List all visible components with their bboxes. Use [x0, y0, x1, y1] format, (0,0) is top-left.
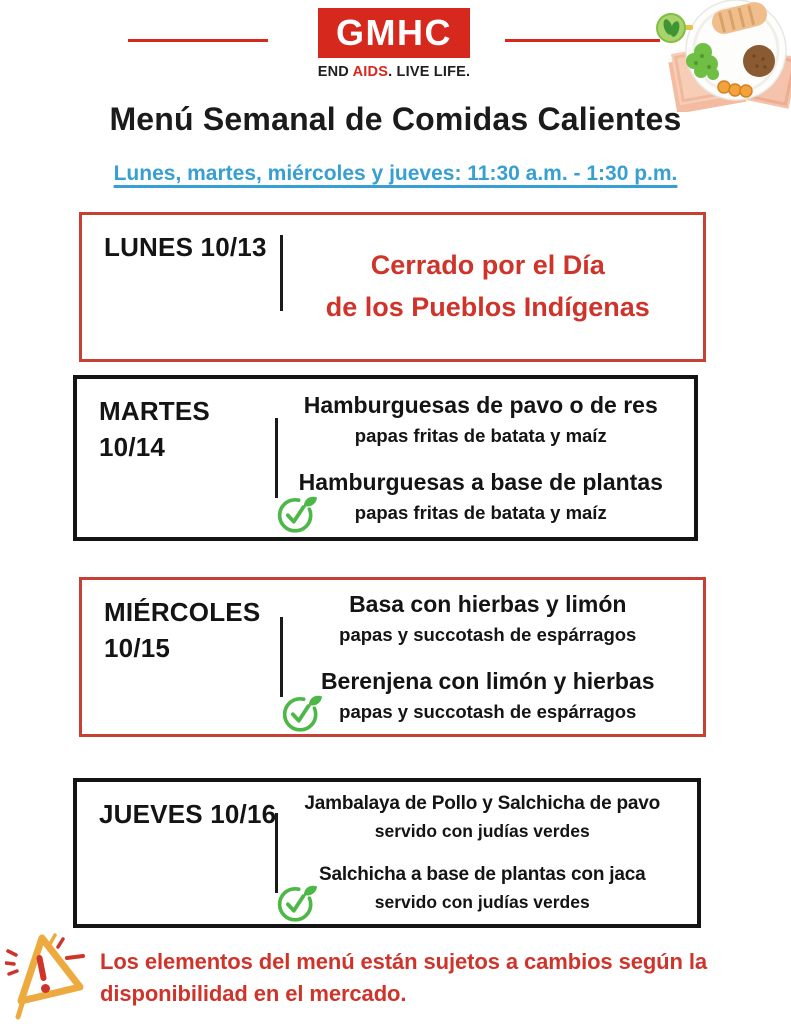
dish-side: papas fritas de batata y maíz	[354, 501, 607, 523]
day-label-line1: JUEVES 10/16	[99, 799, 277, 829]
day-content-miercoles: Basa con hierbas y limón papas y succota…	[282, 588, 694, 732]
dish-name: Basa con hierbas y limón	[349, 591, 627, 618]
dish-side: servido con judías verdes	[374, 821, 590, 841]
plant-based-check-icon	[281, 692, 323, 733]
day-content-martes: Hamburguesas de pavo o de res papas frit…	[277, 387, 685, 533]
dish-name: Hamburguesas de pavo o de res	[303, 392, 658, 419]
dish-plant-based: Salchicha a base de plantas con jaca ser…	[277, 862, 684, 922]
dish-side: papas fritas de batata y maíz	[354, 425, 607, 446]
schedule-line: Lunes, martes, miércoles y jueves: 11:30…	[113, 162, 678, 185]
day-box-miercoles: MIÉRCOLES 10/15 Basa con hierbas y limón…	[79, 577, 706, 737]
plant-based-check-icon	[276, 882, 318, 923]
carrot-slices	[717, 80, 753, 98]
dish-plant-based: Berenjena con limón y hierbas papas y su…	[282, 666, 690, 732]
day-label-jueves: JUEVES 10/16	[99, 790, 277, 916]
dish-regular: Basa con hierbas y limón papas y succota…	[287, 589, 690, 648]
day-label-line1: LUNES 10/13	[104, 232, 267, 262]
day-label-lunes: LUNES 10/13	[104, 223, 280, 351]
menu-change-notice: Los elementos del menú están sujetos a c…	[100, 949, 708, 1006]
green-pot	[656, 13, 693, 43]
day-label-martes: MARTES 10/14	[99, 387, 275, 529]
divider-line	[280, 235, 283, 311]
gmhc-logo: GMHC	[318, 8, 470, 58]
day-content-lunes: Cerrado por el Día de los Pueblos Indíge…	[283, 223, 694, 351]
header-rule-right	[505, 39, 660, 42]
day-box-martes: MARTES 10/14 Hamburguesas de pavo o de r…	[73, 375, 698, 541]
meal-plate-illustration-icon	[656, 0, 791, 114]
closed-notice-line1: Cerrado por el Día	[370, 250, 605, 281]
dish-side: servido con judías verdes	[374, 891, 590, 912]
closed-notice-line2: de los Pueblos Indígenas	[325, 292, 650, 322]
gmhc-logo-text: GMHC	[336, 12, 452, 53]
day-label-line2: 10/15	[104, 633, 171, 664]
dish-side: papas y succotash de espárragos	[339, 700, 637, 722]
grilled-chicken	[711, 2, 768, 34]
divider-line	[275, 813, 278, 893]
tagline-end: END	[317, 64, 353, 80]
patty	[743, 45, 775, 77]
page-title: Menú Semanal de Comidas Calientes	[109, 101, 682, 137]
tagline-live-life: . LIVE LIFE.	[388, 64, 471, 80]
day-box-lunes: LUNES 10/13 Cerrado por el Día de los Pu…	[79, 212, 706, 362]
warning-triangle-icon	[4, 930, 100, 1024]
header-rule-left	[128, 39, 268, 42]
dish-plant-based: Hamburguesas a base de plantas papas fri…	[277, 467, 681, 533]
dish-name: Jambalaya de Pollo y Salchicha de pavo	[304, 793, 661, 815]
dish-side: papas y succotash de espárragos	[339, 624, 637, 645]
day-label-line1: MIÉRCOLES	[104, 597, 261, 627]
dish-name: Berenjena con limón y hierbas	[320, 668, 655, 694]
gmhc-tagline: END AIDS. LIVE LIFE.	[308, 64, 480, 80]
day-content-jueves: Jambalaya de Pollo y Salchicha de pavo s…	[277, 790, 688, 922]
dish-regular: Hamburguesas de pavo o de res papas frit…	[282, 390, 681, 449]
day-label-line1: MARTES	[99, 396, 210, 426]
tagline-aids: AIDS	[352, 64, 389, 80]
dish-regular: Jambalaya de Pollo y Salchicha de pavo s…	[282, 791, 684, 844]
dish-name: Salchicha a base de plantas con jaca	[318, 864, 646, 885]
broccoli	[686, 43, 719, 80]
divider-line	[275, 418, 278, 498]
plant-based-check-icon	[276, 493, 318, 534]
day-label-miercoles: MIÉRCOLES 10/15	[104, 588, 280, 726]
day-label-line2: 10/14	[99, 432, 166, 463]
divider-line	[280, 617, 283, 697]
dish-name: Hamburguesas a base de plantas	[298, 469, 663, 495]
closed-notice: Cerrado por el Día de los Pueblos Indíge…	[326, 245, 650, 329]
day-box-jueves: JUEVES 10/16 Jambalaya de Pollo y Salchi…	[73, 778, 701, 928]
